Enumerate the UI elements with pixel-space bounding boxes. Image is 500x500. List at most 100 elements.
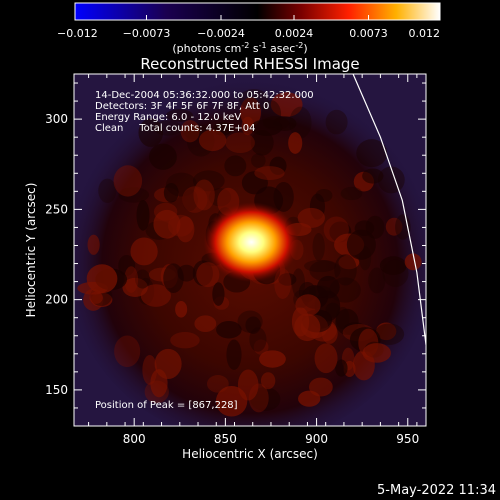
- heatmap-texture-blob: [259, 350, 286, 368]
- heatmap-texture-blob: [153, 209, 181, 239]
- heatmap-texture-blob: [374, 323, 405, 345]
- heatmap-texture-blob: [376, 322, 397, 341]
- heatmap-texture-blob: [251, 153, 266, 168]
- heatmap-texture-blob: [153, 202, 178, 221]
- heatmap-texture-blob: [240, 97, 262, 127]
- heatmap-texture-blob: [362, 168, 384, 184]
- heatmap-texture-blob: [346, 229, 376, 260]
- colorbar-unit-label: (photons cm-2 s-1 asec-2): [172, 41, 307, 55]
- heatmap-texture: [77, 88, 422, 417]
- heatmap-texture-blob: [215, 386, 248, 417]
- heatmap-texture-blob: [250, 387, 281, 412]
- heatmap-texture-blob: [142, 355, 158, 385]
- colorbar-ticks: −0.012 −0.0073 −0.0024 0.0024 0.0073 0.012: [57, 15, 441, 40]
- heatmap-texture-blob: [309, 260, 341, 282]
- colorbar-tick-label: −0.012: [57, 27, 98, 40]
- x-tick-label: 950: [396, 432, 419, 446]
- heatmap-texture-blob: [297, 207, 325, 228]
- heatmap-texture-blob: [194, 315, 217, 332]
- heatmap-texture-blob: [89, 291, 103, 304]
- heatmap-texture-blob: [308, 285, 332, 298]
- heatmap-texture-blob: [340, 186, 363, 201]
- heatmap-texture-blob: [124, 266, 139, 293]
- heatmap-texture-blob: [356, 139, 388, 168]
- heatmap-texture-blob: [226, 339, 242, 370]
- heatmap-texture-blob: [114, 335, 141, 368]
- heatmap-texture-blob: [274, 268, 292, 299]
- heatmap-texture-blob: [212, 282, 225, 306]
- y-tick-label: 250: [45, 202, 68, 216]
- heatmap-texture-blob: [245, 316, 261, 334]
- heatmap-texture-blob: [135, 269, 150, 289]
- heatmap-texture-blob: [136, 199, 150, 231]
- heatmap-texture-blob: [379, 256, 407, 275]
- heatmap-texture-blob: [295, 294, 321, 317]
- heatmap-texture-blob: [180, 119, 200, 143]
- heatmap-texture-blob: [150, 369, 168, 398]
- heatmap-texture-blob: [192, 170, 225, 192]
- heatmap-texture-blob: [86, 264, 118, 294]
- heatmap-texture-blob: [314, 343, 338, 374]
- heatmap-texture-blob: [382, 259, 409, 288]
- colorbar-tick-label: −0.0024: [197, 27, 245, 40]
- heatmap-texture-blob: [130, 237, 158, 266]
- heatmap-texture-blob: [253, 339, 269, 355]
- heatmap-texture-blob: [250, 119, 283, 136]
- heatmap-texture-blob: [175, 301, 188, 318]
- heatmap-texture-blob: [237, 310, 263, 333]
- heatmap-texture-blob: [304, 259, 337, 273]
- heatmap-texture-blob: [182, 189, 198, 211]
- heatmap-image: [74, 74, 426, 426]
- heatmap-texture-blob: [325, 109, 348, 135]
- heatmap-texture-blob: [335, 359, 348, 377]
- heatmap-texture-blob: [170, 332, 200, 349]
- heatmap-texture-blob: [315, 188, 333, 202]
- heatmap-texture-blob: [224, 155, 247, 177]
- heatmap-texture-blob: [206, 375, 229, 393]
- heatmap-texture-blob: [237, 369, 259, 401]
- heatmap-texture-blob: [196, 262, 220, 288]
- y-tick-label: 200: [45, 293, 68, 307]
- heatmap-texture-blob: [308, 377, 333, 397]
- heatmap-texture-blob: [163, 263, 184, 293]
- colorbar-tick-label: 0.012: [409, 27, 441, 40]
- heatmap-texture-blob: [312, 233, 325, 261]
- heatmap-texture-blob: [249, 327, 267, 352]
- heatmap-texture-blob: [291, 268, 305, 298]
- x-tick-label: 800: [123, 432, 146, 446]
- heatmap-texture-blob: [368, 267, 386, 294]
- annotation-time-range: 14-Dec-2004 05:36:32.000 to 05:42:32.000: [95, 90, 314, 101]
- heatmap-texture-blob: [198, 129, 227, 152]
- heatmap-texture-blob: [165, 109, 194, 122]
- annotation-block: 14-Dec-2004 05:36:32.000 to 05:42:32.000…: [95, 90, 314, 134]
- heatmap-texture-blob: [385, 217, 403, 236]
- colorbar-tick-label: 0.0024: [275, 27, 314, 40]
- footer-date: 5-May-2022 11:34: [377, 483, 496, 498]
- heatmap-texture-blob: [163, 182, 179, 203]
- heatmap-texture-blob: [183, 124, 201, 140]
- plot-frame: [73, 73, 427, 427]
- heatmap-texture-blob: [288, 132, 303, 154]
- colorbar: [74, 2, 441, 21]
- heatmap-texture-blob: [261, 100, 282, 129]
- heatmap-texture-blob: [176, 216, 195, 243]
- heatmap-texture-blob: [254, 166, 285, 181]
- heatmap-texture-blob: [278, 273, 297, 286]
- x-tick-label: 850: [214, 432, 237, 446]
- y-tick-label: 300: [45, 112, 68, 126]
- heatmap-texture-blob: [140, 284, 171, 307]
- colorbar-tick-label: 0.0073: [349, 27, 388, 40]
- heatmap-texture-blob: [138, 118, 164, 147]
- heatmap-texture-blob: [87, 234, 100, 255]
- heatmap-texture-blob: [362, 343, 391, 363]
- heatmap-texture-blob: [113, 165, 143, 197]
- heatmap-texture-blob: [317, 275, 340, 299]
- y-tick-label: 150: [45, 383, 68, 397]
- heatmap-texture-blob: [298, 390, 321, 407]
- heatmap-texture-blob: [338, 255, 360, 270]
- heatmap-texture-blob: [404, 253, 422, 271]
- heatmap-texture-blob: [98, 178, 117, 203]
- heatmap-texture-blob: [269, 156, 287, 175]
- solar-limb-line: [352, 74, 426, 345]
